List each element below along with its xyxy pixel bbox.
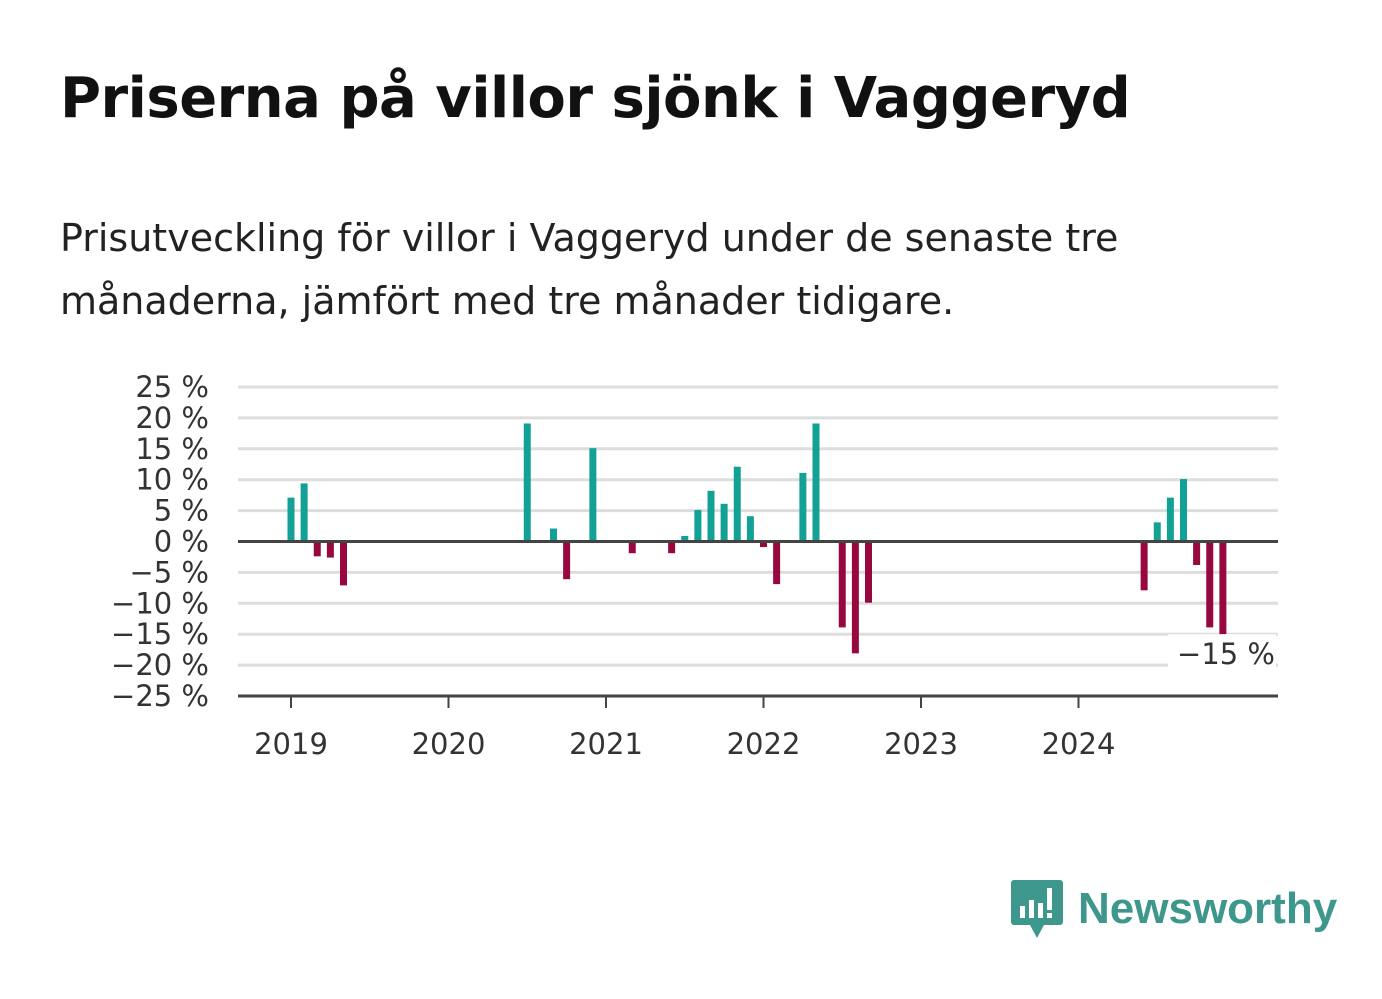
- bar: [733, 466, 741, 542]
- y-tick-label: 25 %: [135, 370, 209, 404]
- y-tick-label: 0 %: [154, 525, 209, 559]
- x-axis-ticks: 2019 2020 2021 2022 2023 2024: [254, 696, 1115, 761]
- brand-name: Newsworthy: [1078, 884, 1338, 933]
- bar: [773, 541, 781, 585]
- bar-chart: 25 %20 %15 %10 %5 %0 %−5 %−10 %−15 %−20 …: [111, 370, 1278, 761]
- bar: [550, 528, 557, 542]
- bar: [313, 541, 321, 557]
- bar: [720, 503, 728, 542]
- bar: [589, 448, 597, 542]
- bar: [865, 541, 872, 603]
- bar: [1153, 522, 1161, 542]
- y-tick-label: −25 %: [111, 679, 209, 713]
- chart-title: Priserna på villor sjönk i Vaggeryd: [60, 66, 1131, 131]
- y-tick-label: 15 %: [135, 432, 209, 466]
- bars: [287, 423, 1227, 654]
- bar: [681, 535, 689, 542]
- newsworthy-logo-icon: [1011, 880, 1063, 938]
- bar: [1166, 497, 1174, 542]
- bar: [340, 541, 347, 586]
- bar: [628, 541, 636, 554]
- chart-subtitle: Prisutveckling för villor i Vaggeryd und…: [60, 216, 1119, 323]
- y-axis-ticks: 25 %20 %15 %10 %5 %0 %−5 %−10 %−15 %−20 …: [111, 370, 209, 713]
- bar: [523, 423, 531, 542]
- bar: [694, 509, 702, 542]
- bar: [287, 497, 295, 542]
- y-tick-label: −15 %: [111, 617, 209, 651]
- x-tick-label: 2023: [884, 727, 958, 761]
- axes: [238, 540, 1278, 698]
- bar: [746, 516, 754, 542]
- annotations: −15 %: [1168, 634, 1276, 673]
- bar: [300, 483, 308, 542]
- bar: [838, 541, 846, 628]
- newsworthy-brand: Newsworthy: [1010, 878, 1337, 940]
- y-tick-label: 20 %: [135, 401, 209, 435]
- x-tick-label: 2021: [569, 727, 643, 761]
- gridlines: [238, 385, 1278, 667]
- y-tick-label: 5 %: [154, 494, 209, 528]
- bar: [851, 541, 859, 654]
- bar: [326, 541, 334, 558]
- bar: [812, 423, 820, 542]
- x-tick-label: 2020: [412, 727, 486, 761]
- y-tick-label: −20 %: [111, 648, 209, 682]
- y-tick-label: −10 %: [111, 586, 209, 620]
- bar: [1140, 541, 1148, 591]
- bar: [1180, 479, 1187, 542]
- bar: [1219, 541, 1227, 635]
- bar: [1206, 541, 1214, 628]
- bar: [760, 541, 767, 548]
- x-tick-label: 2019: [254, 727, 328, 761]
- annotation-background: [1168, 634, 1276, 673]
- last-value-label: −15 %: [1177, 637, 1275, 671]
- bar: [707, 490, 715, 542]
- y-tick-label: 10 %: [135, 463, 209, 497]
- bar: [799, 472, 807, 542]
- bar: [668, 541, 676, 554]
- bar: [1193, 541, 1201, 565]
- x-tick-label: 2024: [1042, 727, 1116, 761]
- y-tick-label: −5 %: [129, 555, 209, 589]
- bar: [563, 541, 571, 580]
- x-tick-label: 2022: [727, 727, 801, 761]
